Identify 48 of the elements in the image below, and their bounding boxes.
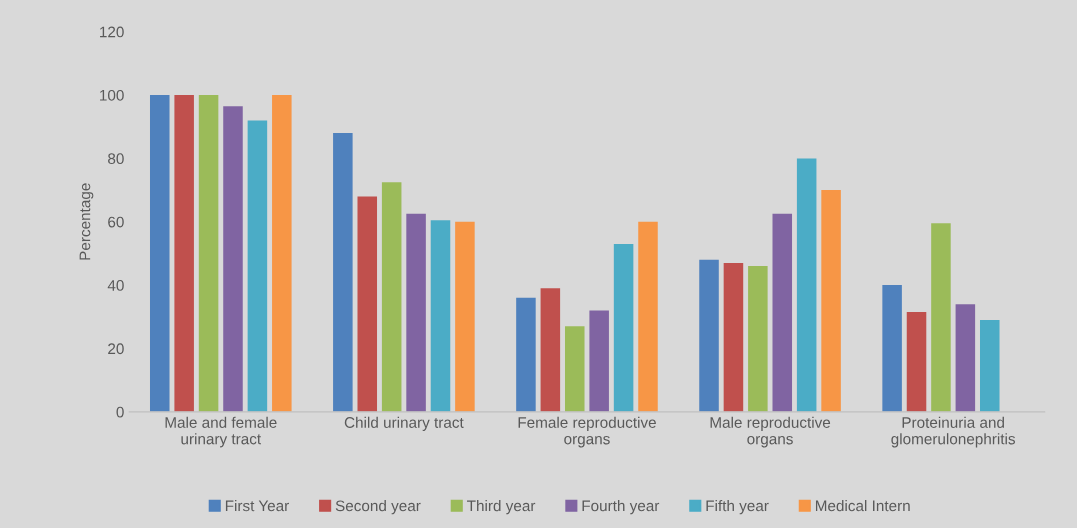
bar bbox=[357, 196, 378, 412]
y-axis-title: Percentage bbox=[79, 183, 94, 260]
y-tick-label: 100 bbox=[100, 89, 124, 101]
bar bbox=[149, 95, 170, 412]
bar bbox=[406, 213, 426, 412]
legend-label: Second year bbox=[335, 500, 421, 515]
bar bbox=[272, 95, 292, 412]
bar bbox=[955, 304, 976, 412]
y-tick-label: 20 bbox=[108, 343, 124, 355]
bar bbox=[931, 223, 951, 412]
bar bbox=[821, 190, 841, 412]
x-tick-label: Female reproductive organs bbox=[518, 416, 656, 448]
y-tick-label: 60 bbox=[108, 216, 124, 228]
x-tick-label: Proteinuria and glomerulonephritis bbox=[891, 416, 1016, 448]
bar bbox=[516, 297, 536, 412]
bar bbox=[455, 221, 475, 412]
bar bbox=[174, 95, 194, 412]
bar bbox=[638, 221, 658, 412]
y-tick-label: 0 bbox=[116, 406, 124, 418]
bar bbox=[980, 319, 1000, 412]
legend-label: Fourth year bbox=[582, 500, 660, 515]
bar bbox=[699, 259, 719, 412]
x-tick-label: Child urinary tract bbox=[344, 416, 464, 431]
bar bbox=[882, 285, 902, 412]
legend-label: Medical Intern bbox=[815, 500, 910, 512]
bar bbox=[540, 288, 561, 412]
x-tick-label: Male reproductive organs bbox=[710, 416, 831, 448]
bar bbox=[247, 120, 268, 412]
bar bbox=[589, 310, 609, 412]
bar bbox=[613, 243, 634, 412]
y-tick-label: 40 bbox=[107, 279, 124, 291]
bar bbox=[223, 106, 243, 412]
x-tick-label: Male and female urinary tract bbox=[165, 416, 277, 448]
legend-label: First Year bbox=[225, 500, 289, 512]
legend-label: Third year bbox=[467, 500, 536, 515]
y-tick-label: 120 bbox=[100, 26, 124, 38]
bar bbox=[772, 213, 793, 412]
bar bbox=[796, 158, 817, 412]
bar bbox=[198, 95, 219, 412]
bar bbox=[333, 133, 353, 412]
bar bbox=[430, 220, 451, 412]
legend-label: Fifth year bbox=[706, 500, 769, 515]
y-tick-label: 80 bbox=[108, 153, 124, 165]
bar bbox=[906, 312, 927, 412]
bar bbox=[381, 182, 402, 412]
bar bbox=[748, 266, 768, 412]
bar bbox=[564, 326, 585, 412]
bar bbox=[723, 262, 744, 412]
